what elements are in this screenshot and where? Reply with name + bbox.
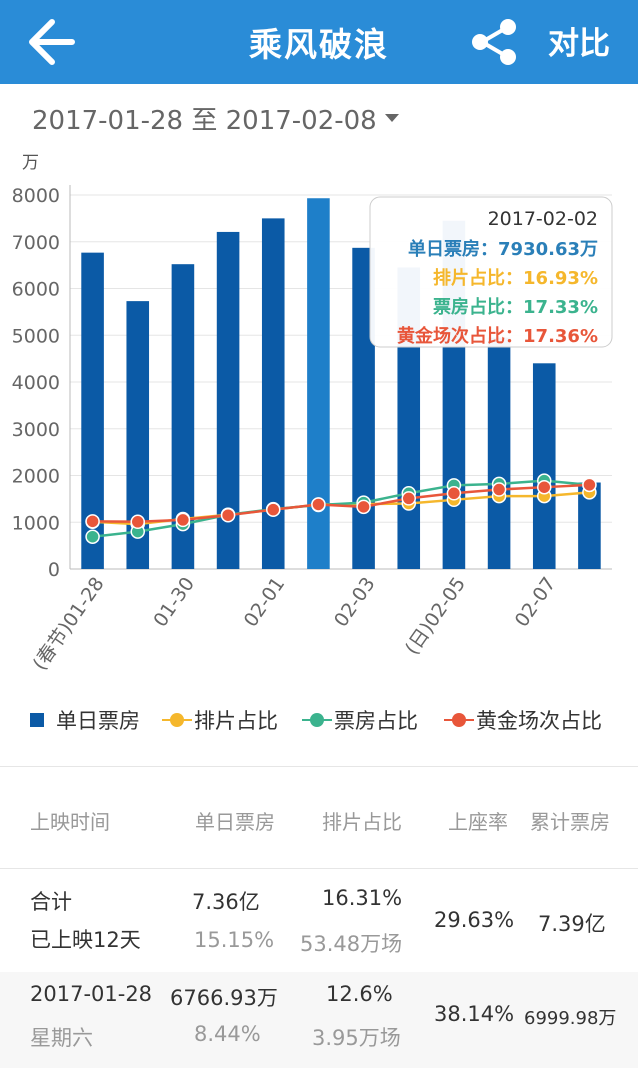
legend-label: 黄金场次占比 [476,709,602,733]
legend-item-schedule-share[interactable]: 排片占比 [162,700,278,740]
y-axis-unit-label: 万 [22,153,39,173]
tooltip-line: 排片占比：16.93% [433,267,598,289]
series-point [130,514,145,530]
tooltip-line: 票房占比：17.33% [433,296,598,318]
row-title: 合计 [30,890,72,914]
series-point [85,529,100,544]
row-cumulative: 7.39亿 [538,912,606,936]
x-tick-label: 02-01 [240,573,290,631]
compare-button[interactable]: 对比 [548,26,610,62]
app-header: 乘风破浪 对比 [0,0,638,84]
table-row[interactable]: 2017-01-28 星期六 6766.93万 8.44% 12.6% 3.95… [0,972,638,1068]
y-tick-label: 2000 [12,466,60,488]
y-tick-label: 8000 [12,185,60,207]
bar [532,363,556,569]
series-point [491,482,507,497]
x-tick-label: 02-03 [330,573,380,631]
legend-item-golden-share[interactable]: 黄金场次占比 [444,700,602,740]
chart-legend: 单日票房 排片占比 票房占比 黄金场次占比 [0,700,638,740]
bar [578,482,601,569]
col-header-date: 上映时间 [30,810,110,834]
row-schedule-share: 12.6% [326,982,393,1006]
tooltip-line: 单日票房：7930.63万 [408,238,598,260]
share-icon[interactable] [468,16,520,68]
row-subtitle: 已上映12天 [30,928,141,952]
bar [126,301,150,569]
row-occupancy: 29.63% [434,908,515,932]
legend-item-box-office[interactable]: 单日票房 [30,700,140,740]
col-header-occupancy: 上座率 [448,810,508,834]
page-title: 乘风破浪 [249,25,389,64]
legend-label: 排片占比 [194,709,278,733]
x-tick-label: (春节)01-28 [29,573,109,674]
y-tick-label: 5000 [12,325,60,347]
series-point [401,491,416,506]
series-point [582,477,597,493]
caret-down-icon [384,113,399,122]
tooltip-box [369,196,613,348]
series-point [266,502,281,517]
arrow-left-icon[interactable] [22,16,78,68]
series-point [85,514,100,529]
col-header-box-office: 单日票房 [195,810,275,834]
divider [0,868,638,869]
row-box-office: 6766.93万 [170,986,278,1010]
y-tick-label: 0 [48,559,60,581]
legend-item-boxoffice-share[interactable]: 票房占比 [302,700,418,740]
series-point [446,486,462,501]
legend-label: 票房占比 [334,709,418,733]
table-row[interactable]: 合计 已上映12天 7.36亿 15.15% 16.31% 53.48万场 29… [0,880,638,960]
legend-line-dot-icon [302,711,332,729]
tooltip-line: 黄金场次占比：17.36% [397,325,598,347]
bar [261,218,285,569]
row-subtitle: 星期六 [30,1026,93,1050]
series-point [356,499,371,515]
row-screenings: 53.48万场 [300,932,403,956]
y-tick-label: 1000 [12,512,60,534]
row-occupancy: 38.14% [434,1002,515,1026]
series-point [311,497,326,512]
col-header-schedule: 排片占比 [322,810,402,834]
date-range-selector[interactable]: 2017-01-28 至 2017-02-08 [32,100,399,137]
bar [352,247,375,569]
x-tick-label: 02-07 [511,573,561,631]
y-tick-label: 4000 [12,372,60,394]
series-line [92,483,590,524]
series-point [537,479,552,495]
bar [81,252,104,569]
bar [216,231,240,569]
date-range-label: 2017-01-28 至 2017-02-08 [32,106,377,136]
y-tick-label: 3000 [12,419,60,441]
divider [0,766,638,767]
series-point [175,512,191,528]
series-point [220,507,236,523]
x-tick-label: (日)02-05 [401,573,470,659]
y-tick-label: 6000 [12,279,60,301]
row-box-office: 7.36亿 [192,890,260,914]
row-screenings: 3.95万场 [312,1026,401,1050]
box-office-chart[interactable]: 万 8000 7000 6000 5000 4000 3000 2000 1000 0(春节)01… [0,140,638,700]
tooltip-date: 2017-02-02 [488,208,598,230]
bar [307,198,330,569]
series-line [92,479,590,538]
row-title: 2017-01-28 [30,982,153,1006]
x-tick-label: 01-30 [149,573,199,631]
bar [171,264,195,569]
row-schedule-share: 16.31% [322,886,403,910]
legend-square-icon [30,713,44,727]
row-box-office-share: 8.44% [194,1022,261,1046]
row-cumulative: 6999.98万 [524,1008,617,1029]
row-box-office-share: 15.15% [194,928,275,952]
legend-line-dot-icon [444,711,474,729]
col-header-cumulative: 累计票房 [530,810,610,834]
legend-line-dot-icon [162,711,192,729]
legend-label: 单日票房 [56,709,140,733]
table-header: 上映时间 单日票房 排片占比 上座率 累计票房 [0,800,638,840]
bar [487,337,511,569]
y-tick-label: 7000 [12,232,60,254]
